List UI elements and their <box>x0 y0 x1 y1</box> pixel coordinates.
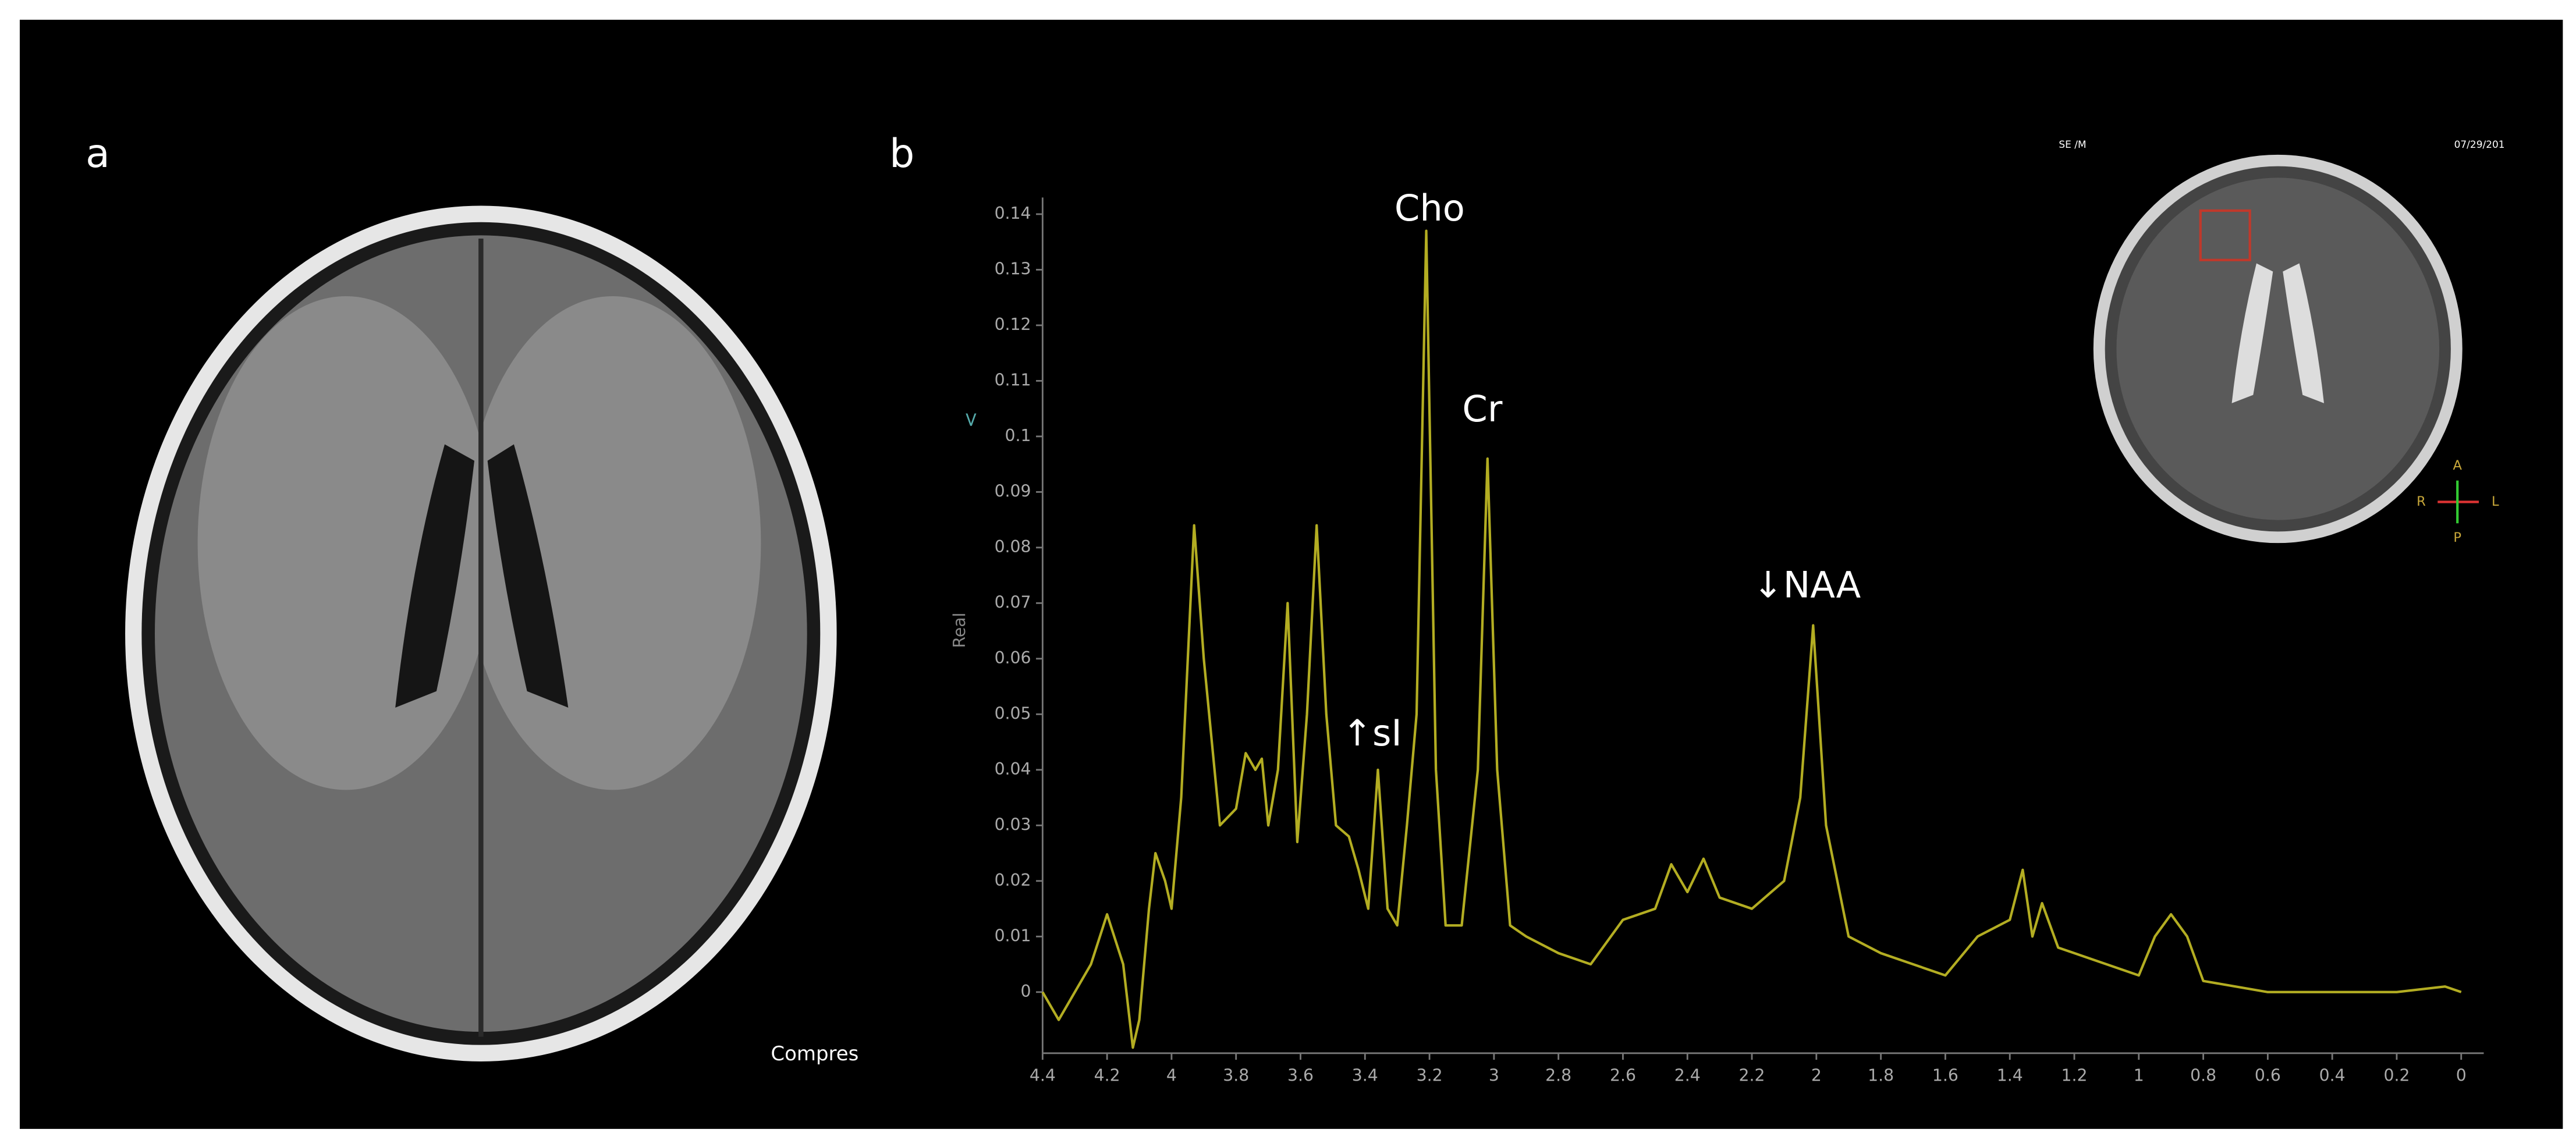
x-tick-label: 1.6 <box>1932 1066 1958 1085</box>
mri-axial <box>125 205 837 1061</box>
x-tick-label: 3 <box>1489 1066 1499 1085</box>
x-tick-label: 3.6 <box>1287 1066 1314 1085</box>
y-tick-label: 0.07 <box>995 592 1031 612</box>
caption-text: Compres <box>771 1042 858 1066</box>
mri-inset <box>2093 154 2479 544</box>
x-tick-label: 0.2 <box>2383 1066 2410 1085</box>
x-tick-label: 2.2 <box>1739 1066 1765 1085</box>
y-tick-label: 0.03 <box>995 815 1031 834</box>
y-tick-label: 0.02 <box>995 871 1031 890</box>
y-tick-label: 0.1 <box>1005 426 1031 445</box>
x-tick-label: 4.2 <box>1094 1066 1120 1085</box>
x-tick-label: 4 <box>1166 1066 1177 1085</box>
x-tick-label: 1.8 <box>1868 1066 1894 1085</box>
y-tick-label: 0.13 <box>995 259 1031 278</box>
y-tick-label: 0.08 <box>995 537 1031 556</box>
x-tick-label: 1.4 <box>1997 1066 2023 1085</box>
x-tick-label: 1 <box>2134 1066 2144 1085</box>
y-tick-label: 0.14 <box>995 204 1031 223</box>
y-tick-label: 0.01 <box>995 926 1031 945</box>
panel-label: b <box>889 131 914 177</box>
x-tick-label: 0.8 <box>2190 1066 2216 1085</box>
inset-text: 07/29/201 <box>2454 139 2505 151</box>
x-tick-label: 0.4 <box>2319 1066 2346 1085</box>
x-tick-label: 3.2 <box>1417 1066 1443 1085</box>
y-tick-label: 0.09 <box>995 481 1031 500</box>
orientation-label: A <box>2453 458 2463 473</box>
peak-annotation: ↓NAA <box>1753 564 1861 606</box>
x-tick-label: 2 <box>1811 1066 1822 1085</box>
y-tick-label: 0.12 <box>995 315 1031 334</box>
y-tick-label: 0.06 <box>995 648 1031 667</box>
x-tick-label: 2.4 <box>1674 1066 1701 1085</box>
y-tick-label: 0.04 <box>995 759 1031 779</box>
x-tick-label: 3.8 <box>1223 1066 1249 1085</box>
panel-label: a <box>86 131 110 177</box>
y-axis-label: Real <box>950 613 969 648</box>
spectrum-line <box>1041 229 2462 1049</box>
y-tick-label: 0.05 <box>995 704 1031 723</box>
peak-annotation: ↑sI <box>1342 712 1402 754</box>
orientation-label: L <box>2492 494 2499 509</box>
y-tick-label: 0.11 <box>995 370 1031 389</box>
x-tick-label: 3.4 <box>1352 1066 1378 1085</box>
x-tick-label: 0.6 <box>2255 1066 2281 1085</box>
orientation-label: P <box>2453 530 2461 545</box>
x-tick-label: 2.8 <box>1545 1066 1571 1085</box>
inset-text: SE /M <box>2059 139 2086 151</box>
peak-annotation: Cr <box>1462 388 1502 430</box>
orientation-label: R <box>2417 494 2426 509</box>
peak-annotation: Cho <box>1395 187 1465 229</box>
x-tick-label: 4.4 <box>1030 1066 1056 1085</box>
x-tick-label: 1.2 <box>2061 1066 2088 1085</box>
y-tick-label: 0 <box>1021 982 1031 1001</box>
x-tick-label: 2.6 <box>1610 1066 1636 1085</box>
x-tick-label: 0 <box>2456 1066 2467 1085</box>
marker-text: < <box>959 411 982 428</box>
